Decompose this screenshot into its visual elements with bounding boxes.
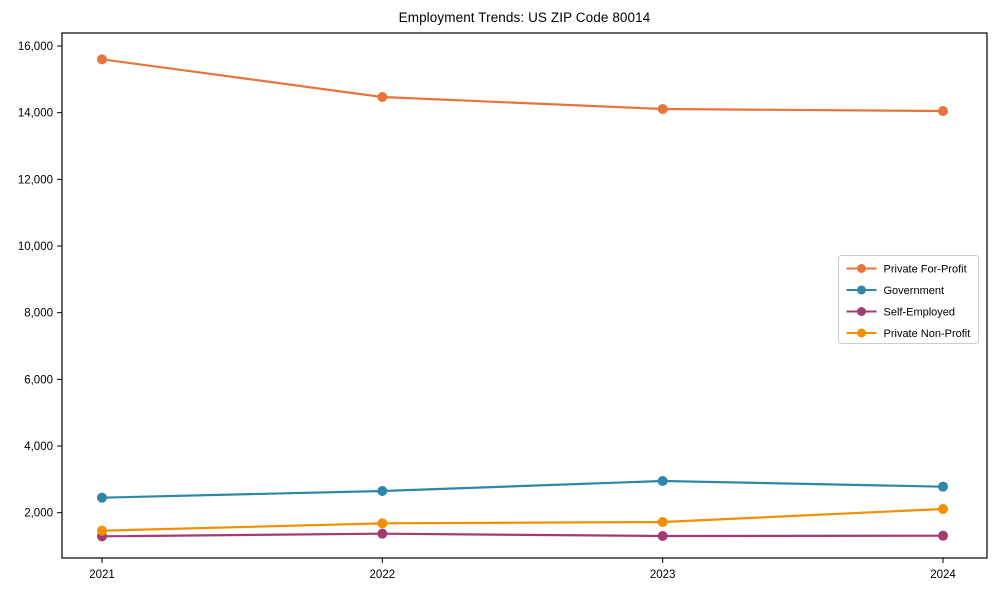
data-point-marker [938,504,948,514]
y-tick-label: 12,000 [18,174,53,186]
data-point-marker [938,481,948,492]
data-point-marker [97,525,107,536]
legend-marker [857,328,866,338]
x-tick-label: 2023 [650,569,676,581]
data-point-marker [657,517,668,527]
legend-label: Private For-Profit [884,264,967,276]
legend-box [838,255,979,344]
data-point-marker [377,518,388,529]
data-point-marker [938,530,948,541]
legend-label: Private Non-Profit [884,328,971,340]
data-point-marker [657,104,668,114]
y-tick-label: 10,000 [18,241,53,253]
series-line [100,507,945,532]
x-tick-label: 2021 [89,569,115,581]
x-tick-label: 2024 [930,569,956,581]
data-point-marker [657,476,668,486]
data-point-marker [377,486,388,496]
y-tick-label: 2,000 [24,508,53,520]
plot-frame [61,32,988,559]
y-tick-label: 16,000 [18,41,53,53]
legend-label: Self-Employed [884,307,956,319]
y-tick-label: 6,000 [24,374,53,386]
y-tick-label: 4,000 [24,441,53,453]
data-point-marker [377,92,388,102]
legend-marker [857,307,866,316]
data-point-marker [97,54,107,65]
data-point-marker [377,528,388,539]
x-tick-label: 2022 [370,569,396,581]
legend-label: Government [884,285,945,297]
data-point-marker [938,106,948,116]
y-tick-label: 14,000 [18,108,53,120]
series-line [100,532,945,538]
series-line [100,58,945,113]
legend-marker [857,285,866,295]
y-tick-label: 8,000 [24,308,53,320]
chart-title: Employment Trends: US ZIP Code 80014 [398,10,651,25]
series-line [100,479,945,499]
legend-marker [857,264,866,273]
data-point-marker [657,531,668,541]
data-point-marker [97,492,107,503]
